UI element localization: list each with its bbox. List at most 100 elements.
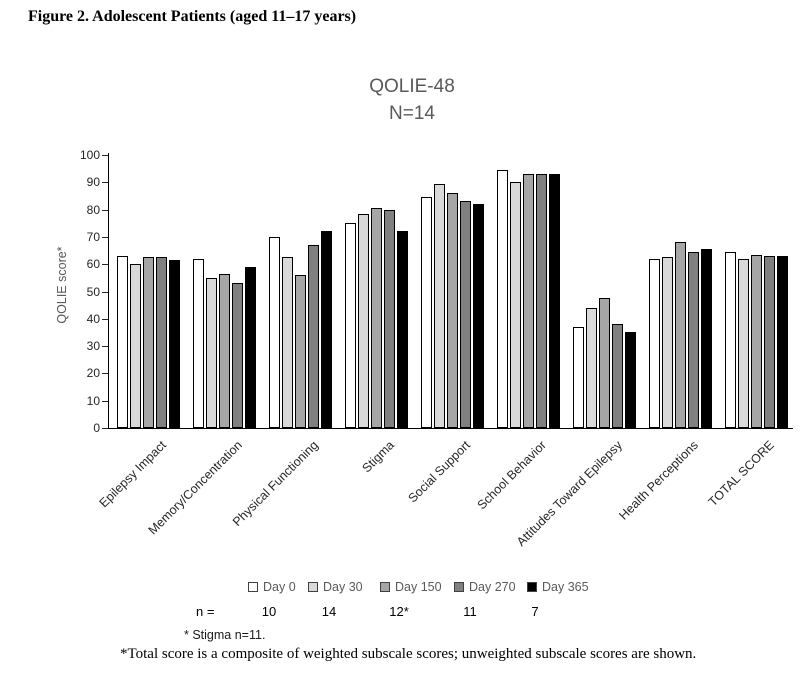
x-category-label: School Behavior xyxy=(474,438,549,513)
legend-label: Day 30 xyxy=(323,580,363,594)
bar xyxy=(397,231,408,428)
y-tick-mark xyxy=(102,155,108,156)
bar xyxy=(764,256,775,428)
y-tick-label: 30 xyxy=(86,339,100,354)
chart-title: QOLIE-48 xyxy=(369,76,455,97)
bar xyxy=(573,326,584,428)
y-tick-mark xyxy=(102,346,108,348)
legend-swatch xyxy=(308,582,318,592)
y-tick-label: 50 xyxy=(86,284,100,299)
bar xyxy=(245,266,256,428)
legend-swatch xyxy=(248,582,258,592)
bar xyxy=(358,213,369,428)
y-tick-mark xyxy=(102,236,108,238)
bar xyxy=(675,242,686,428)
bar xyxy=(169,260,180,428)
n-value: 14 xyxy=(321,604,337,619)
n-value: 11 xyxy=(463,604,477,619)
figure-title: Figure 2. Adolescent Patients (aged 11–1… xyxy=(28,8,357,25)
bar xyxy=(497,170,508,428)
footnote-total-score: *Total score is a composite of weighted … xyxy=(120,646,697,662)
bar xyxy=(371,208,382,428)
bar xyxy=(586,307,597,428)
legend-label: Day 365 xyxy=(542,580,589,594)
x-category-label: Epilepsy Impact xyxy=(96,438,169,511)
y-tick-label: 100 xyxy=(79,148,100,162)
legend-entry: Day 30 xyxy=(308,580,363,594)
bar xyxy=(701,249,712,428)
y-tick-label: 10 xyxy=(86,393,100,408)
y-tick-mark xyxy=(102,209,108,211)
bar xyxy=(536,174,547,428)
chart-subtitle: N=14 xyxy=(389,103,435,124)
n-value: 10 xyxy=(261,604,277,619)
n-equals-label: n = xyxy=(196,604,215,619)
y-tick-mark xyxy=(102,400,108,402)
y-tick-label: 20 xyxy=(86,366,100,381)
bar xyxy=(130,264,141,428)
y-tick-mark xyxy=(102,373,108,375)
x-axis-line xyxy=(108,428,793,429)
x-category-label: Physical Functioning xyxy=(229,438,321,529)
y-tick-label: 60 xyxy=(86,257,100,272)
bar xyxy=(599,298,610,428)
bar xyxy=(662,257,673,428)
bar xyxy=(143,257,154,428)
bar xyxy=(384,209,395,428)
x-category-label: Stigma xyxy=(358,438,397,476)
bar xyxy=(649,258,660,428)
bar xyxy=(777,256,788,428)
y-tick-label: 80 xyxy=(86,202,100,217)
legend-entry: Day 365 xyxy=(527,580,589,594)
bar xyxy=(738,258,749,428)
y-tick-label: 0 xyxy=(93,421,100,435)
legend-swatch xyxy=(527,582,537,592)
y-axis-line xyxy=(108,153,109,429)
y-tick-mark xyxy=(102,182,108,184)
bar xyxy=(232,283,243,428)
bar xyxy=(219,273,230,428)
legend-label: Day 150 xyxy=(395,580,442,594)
y-tick-label: 40 xyxy=(86,311,100,326)
n-value: 12* xyxy=(389,604,409,619)
bar xyxy=(612,324,623,428)
bar xyxy=(434,183,445,428)
bar xyxy=(473,204,484,428)
y-tick-label: 70 xyxy=(86,229,100,244)
y-tick-mark xyxy=(102,318,108,320)
n-value: 7 xyxy=(531,604,539,619)
y-tick-mark xyxy=(102,428,108,429)
y-tick-mark xyxy=(102,264,108,266)
bar xyxy=(295,275,306,428)
footnote-stigma: * Stigma n=11. xyxy=(184,628,266,642)
y-tick-mark xyxy=(102,291,108,293)
bar xyxy=(282,257,293,428)
legend-entry: Day 0 xyxy=(248,580,296,594)
bar xyxy=(269,236,280,428)
bar xyxy=(523,174,534,428)
bar xyxy=(321,231,332,428)
bar xyxy=(193,258,204,428)
bar xyxy=(421,197,432,428)
bar xyxy=(117,256,128,428)
bar xyxy=(549,174,560,428)
bar xyxy=(308,245,319,428)
legend-swatch xyxy=(380,582,390,592)
bar xyxy=(206,277,217,428)
legend-swatch xyxy=(454,582,464,592)
bar xyxy=(751,254,762,428)
x-category-label: Health Perceptions xyxy=(615,438,701,523)
legend-label: Day 270 xyxy=(469,580,516,594)
bar xyxy=(460,201,471,428)
legend-entry: Day 150 xyxy=(380,580,442,594)
bar xyxy=(345,223,356,428)
legend-label: Day 0 xyxy=(263,580,296,594)
bar xyxy=(510,182,521,428)
bar xyxy=(447,193,458,428)
x-category-label: Social Support xyxy=(405,438,473,506)
bar xyxy=(625,332,636,428)
bar xyxy=(725,251,736,428)
bar xyxy=(156,257,167,428)
x-category-label: TOTAL SCORE xyxy=(705,438,777,510)
